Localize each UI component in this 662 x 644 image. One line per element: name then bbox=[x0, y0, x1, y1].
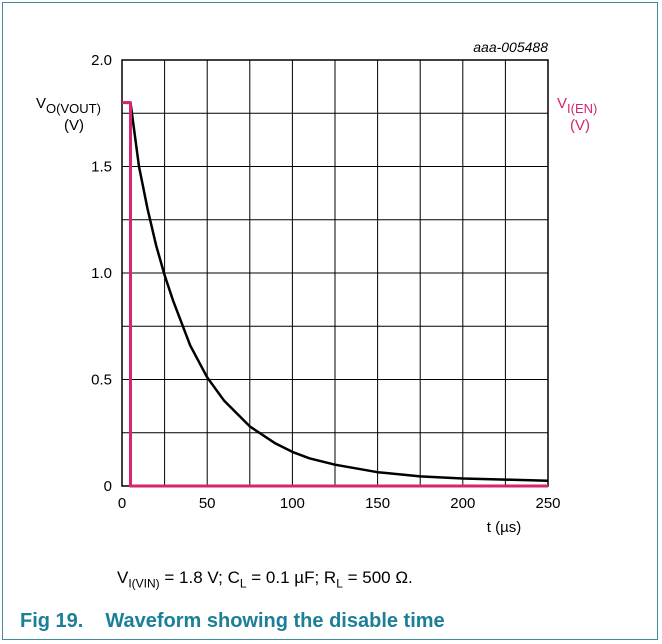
y-tick-label: 1.5 bbox=[91, 159, 112, 176]
y-tick-label: 1.0 bbox=[91, 265, 112, 282]
x-tick-label: 100 bbox=[280, 495, 305, 512]
y-tick-label: 0 bbox=[104, 478, 112, 495]
chart-id-label: aaa-005488 bbox=[473, 39, 548, 55]
y-tick-label: 2.0 bbox=[91, 52, 112, 69]
caption-r-rest: = 500 Ω. bbox=[342, 568, 413, 587]
tick-labels: 0 50 100 150 200 250 0 0.5 1.0 1.5 2.0 bbox=[91, 52, 560, 512]
left-axis-sub: O(VOUT) bbox=[46, 101, 101, 116]
left-axis-label: VO(VOUT) bbox=[36, 95, 101, 116]
x-tick-label: 50 bbox=[199, 495, 216, 512]
right-axis-sub: I(EN) bbox=[567, 101, 597, 116]
x-tick-label: 200 bbox=[450, 495, 475, 512]
caption-v: V bbox=[117, 568, 129, 587]
figure-number: Fig 19. bbox=[20, 610, 84, 632]
figure-title: Fig 19. Waveform showing the disable time bbox=[20, 610, 445, 633]
y-tick-label: 0.5 bbox=[91, 372, 112, 389]
left-axis-unit: (V) bbox=[64, 117, 84, 134]
caption-c-rest: = 0.1 µF; R bbox=[246, 568, 337, 587]
right-axis-label: VI(EN) bbox=[557, 95, 597, 116]
x-tick-label: 0 bbox=[118, 495, 126, 512]
ven-trace bbox=[122, 101, 548, 488]
caption-v-sub: I(VIN) bbox=[128, 576, 160, 591]
conditions-caption: VI(VIN) = 1.8 V; CL = 0.1 µF; RL = 500 Ω… bbox=[117, 568, 413, 590]
grid bbox=[122, 60, 548, 486]
x-tick-label: 150 bbox=[365, 495, 390, 512]
right-axis-unit: (V) bbox=[570, 117, 590, 134]
x-tick-label: 250 bbox=[535, 495, 560, 512]
right-axis-main: V bbox=[557, 95, 567, 112]
caption-v-rest: = 1.8 V; C bbox=[159, 568, 240, 587]
vout-curve bbox=[122, 101, 549, 482]
left-axis-main: V bbox=[36, 95, 46, 112]
x-axis-label: t (µs) bbox=[487, 519, 521, 536]
figure-title-text: Waveform showing the disable time bbox=[105, 610, 445, 632]
caption-r-sub: L bbox=[336, 576, 343, 591]
caption-c-sub: L bbox=[239, 576, 247, 591]
series-layer bbox=[122, 101, 549, 488]
